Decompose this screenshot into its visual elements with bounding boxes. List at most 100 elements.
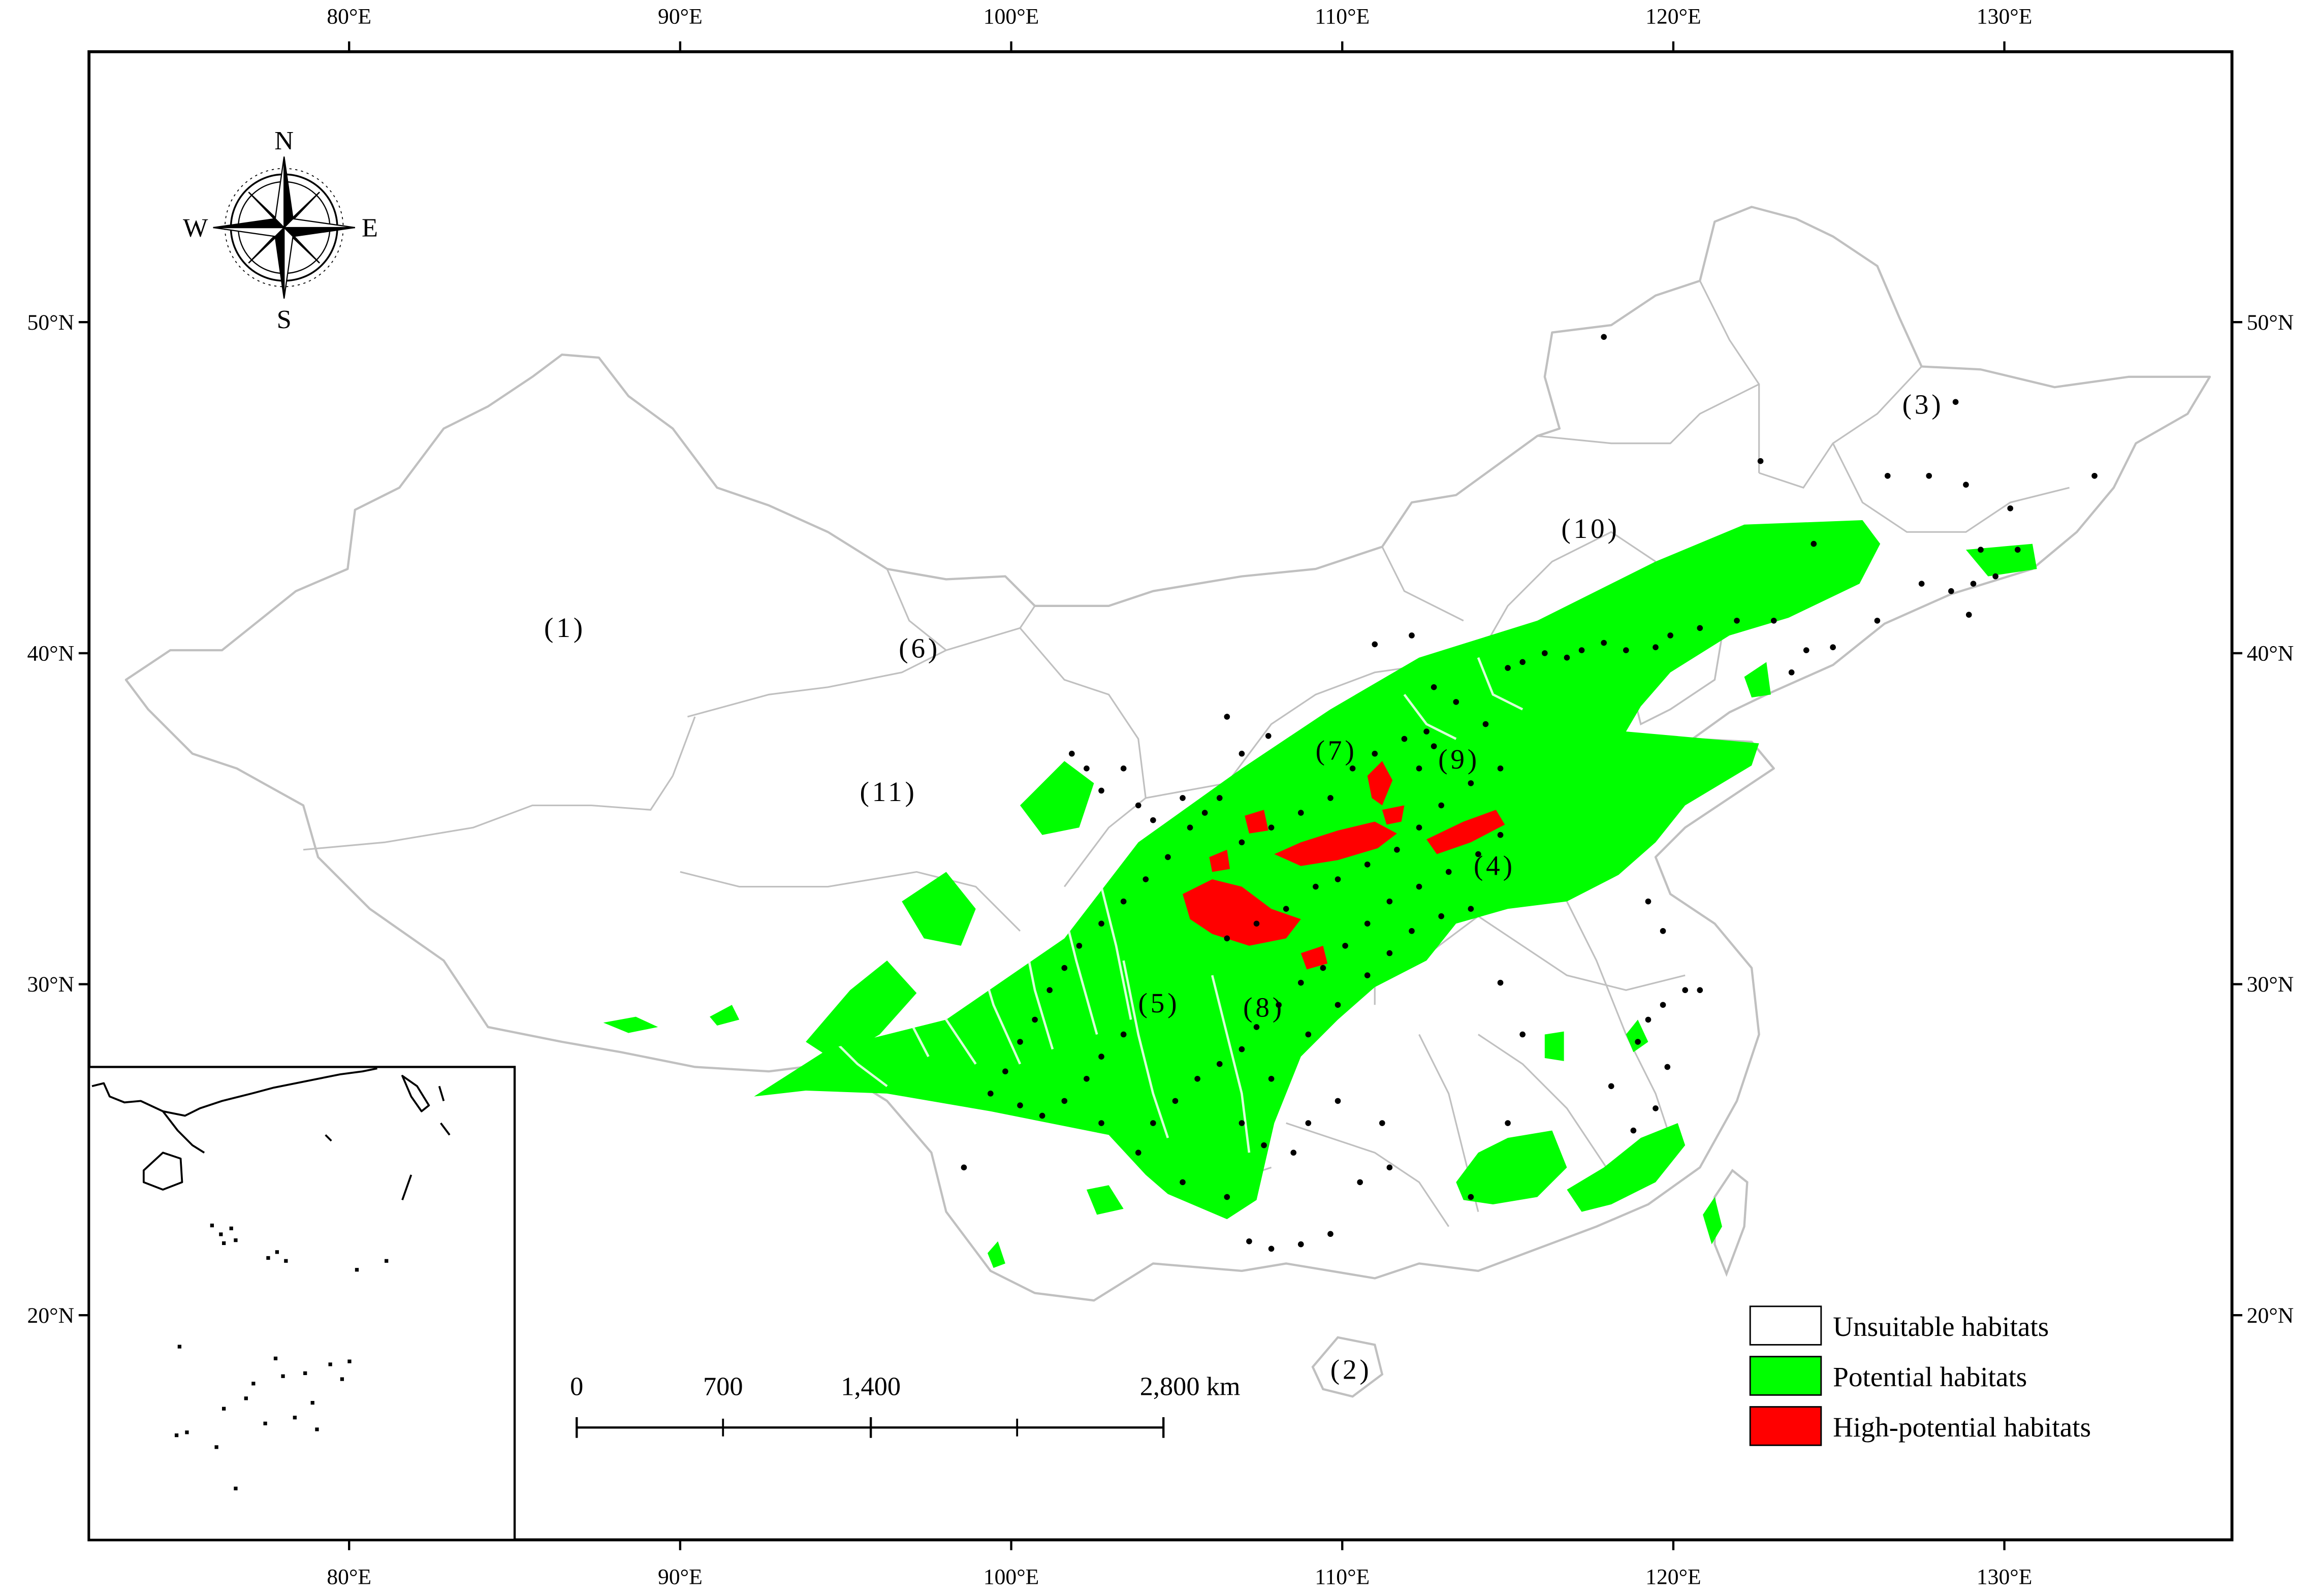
occurrence-point [1276, 1002, 1282, 1008]
compass-west-label: W [183, 213, 208, 242]
occurrence-point [1098, 787, 1104, 794]
scale-bar: 0 700 1,400 2,800 km [570, 1371, 1241, 1438]
left-lat-label-40: 40°N [27, 641, 75, 665]
bottom-lon-label-80: 80°E [327, 1565, 371, 1589]
occurrence-point [1283, 906, 1289, 912]
occurrence-point [1216, 795, 1223, 801]
occurrence-point [1811, 540, 1817, 547]
occurrence-point [1372, 750, 1378, 757]
occurrence-point [1630, 1127, 1637, 1134]
occurrence-point [1438, 913, 1444, 919]
occurrence-point [1830, 644, 1836, 651]
occurrence-point [1645, 898, 1652, 905]
occurrence-point [1697, 625, 1703, 631]
occurrence-points-layer [961, 334, 2098, 1252]
inset-island [281, 1374, 285, 1378]
occurrence-point [1926, 472, 1932, 479]
occurrence-point [1386, 950, 1393, 956]
occurrence-point [1386, 898, 1393, 905]
occurrence-point [1297, 810, 1304, 816]
occurrence-point [1084, 1075, 1090, 1082]
bottom-lon-ticks [348, 1540, 2006, 1550]
occurrence-point [1224, 1194, 1230, 1200]
occurrence-point [1268, 824, 1275, 831]
occurrence-point [1965, 612, 1972, 618]
occurrence-point [1635, 1039, 1641, 1045]
compass-east-label: E [362, 213, 378, 242]
occurrence-point [1261, 1142, 1267, 1148]
inset-island [222, 1241, 226, 1246]
occurrence-point [1992, 573, 1998, 580]
inset-island [229, 1226, 233, 1230]
occurrence-point [1180, 1179, 1186, 1186]
occurrence-point [1239, 839, 1245, 846]
occurrence-point [1541, 650, 1548, 656]
occurrence-point [1482, 721, 1489, 727]
inset-island [328, 1362, 332, 1366]
occurrence-point [1445, 869, 1452, 875]
occurrence-point [1409, 632, 1415, 639]
inset-island [303, 1371, 307, 1376]
occurrence-point [988, 1091, 994, 1097]
high-potential-habitat-layer [1183, 761, 1505, 970]
occurrence-point [1098, 1054, 1104, 1060]
occurrence-point [1970, 581, 1977, 587]
occurrence-point [1734, 618, 1740, 624]
occurrence-point [1623, 647, 1629, 653]
compass-south-label: S [277, 305, 292, 334]
occurrence-point [1601, 640, 1607, 646]
inset-island [234, 1486, 238, 1490]
right-lat-label-20: 20°N [2247, 1303, 2294, 1328]
scale-label-2800: 2,800 km [1140, 1371, 1241, 1401]
occurrence-point [1313, 883, 1319, 890]
inset-frame [88, 1066, 516, 1541]
occurrence-point [1468, 1194, 1474, 1200]
inset-island [222, 1407, 226, 1411]
inset-island [293, 1416, 297, 1420]
bottom-lon-label-90: 90°E [658, 1565, 703, 1589]
region-label-2: (2) [1330, 1354, 1372, 1385]
south-china-sea-inset [88, 1066, 516, 1541]
inset-island [310, 1400, 314, 1405]
inset-island [284, 1259, 288, 1263]
occurrence-point [1608, 1083, 1614, 1090]
occurrence-point [1803, 647, 1809, 653]
occurrence-point [1061, 965, 1068, 971]
legend-label-potential: Potential habitats [1833, 1361, 2027, 1392]
high-potential-patch-2 [1382, 805, 1405, 825]
region-label-4: (4) [1474, 850, 1515, 881]
occurrence-point [1246, 1238, 1252, 1244]
occurrence-point [1653, 1105, 1659, 1111]
occurrence-point [1268, 1075, 1275, 1082]
legend: Unsuitable habitats Potential habitats H… [1749, 1305, 2091, 1446]
occurrence-point [1017, 1039, 1023, 1045]
occurrence-point [1578, 647, 1585, 653]
left-lat-label-30: 30°N [27, 972, 75, 997]
high-potential-patch-1 [1245, 810, 1268, 834]
occurrence-point [1120, 765, 1127, 772]
occurrence-point [1098, 1120, 1104, 1126]
occurrence-point [1239, 1120, 1245, 1126]
hainan-outline [1311, 1336, 1384, 1398]
occurrence-point [1386, 1164, 1393, 1171]
occurrence-point [961, 1164, 967, 1171]
region-label-3: (3) [1902, 389, 1944, 420]
occurrence-point [1239, 750, 1245, 757]
high-potential-patch-4 [1209, 849, 1230, 872]
occurrence-point [1032, 1016, 1038, 1023]
inset-island [315, 1427, 319, 1431]
high-potential-north [1367, 761, 1393, 806]
occurrence-point [1682, 987, 1689, 994]
top-lon-label-120: 120°E [1645, 5, 1701, 29]
occurrence-point [1120, 898, 1127, 905]
occurrence-point [1297, 979, 1304, 986]
left-lat-ticks [78, 321, 89, 1317]
region-label-8: (8) [1243, 992, 1285, 1023]
occurrence-point [1076, 943, 1083, 949]
occurrence-point [1327, 1231, 1333, 1237]
inset-islands [174, 1223, 389, 1490]
high-potential-east [1426, 810, 1505, 854]
potential-habitat-fringe [603, 544, 2037, 1268]
inset-island [275, 1250, 279, 1254]
